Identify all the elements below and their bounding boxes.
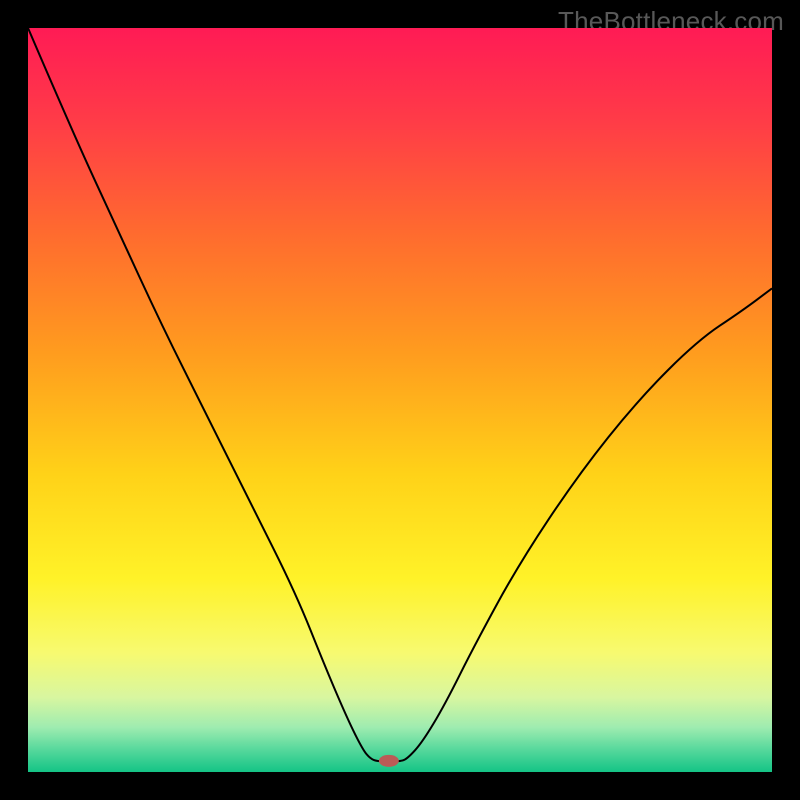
curve-layer (28, 28, 772, 772)
optimal-marker (379, 755, 399, 767)
plot-area (28, 28, 772, 772)
bottleneck-curve (28, 28, 772, 762)
chart-frame: TheBottleneck.com (0, 0, 800, 800)
